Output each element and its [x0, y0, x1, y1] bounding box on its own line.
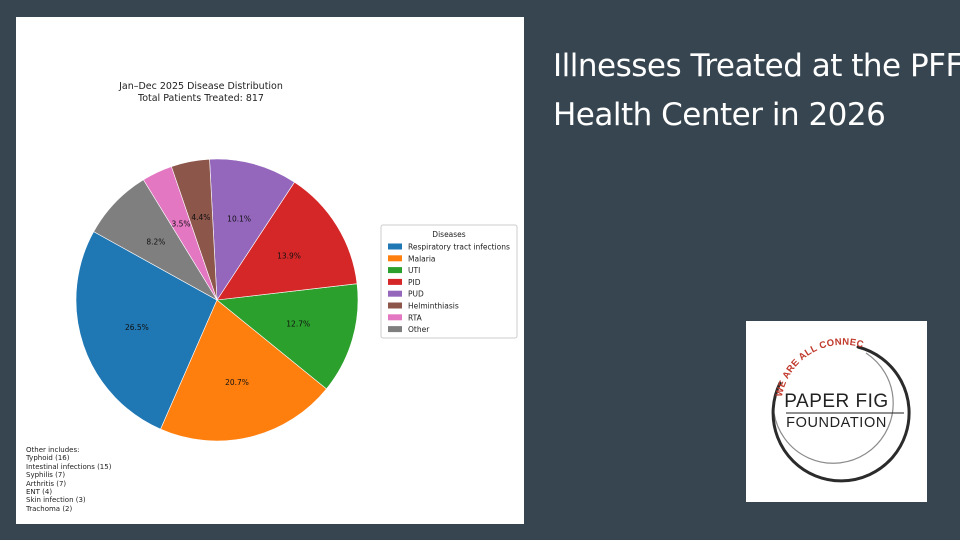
other-note-item: ENT (4): [26, 488, 53, 497]
pie-slice-label: 4.4%: [191, 213, 210, 222]
logo-brush-circle-inner: [773, 352, 894, 464]
logo-line-2: FOUNDATION: [786, 415, 887, 431]
pie-slice-label: 10.1%: [227, 214, 251, 223]
logo-arc-text: WE ARE ALL CONNECTED: [746, 321, 865, 398]
chart-subtitle: Total Patients Treated: 817: [137, 93, 264, 104]
pie-slice-label: 20.7%: [225, 378, 249, 387]
slide-title-line-2: Health Center in 2026: [553, 97, 886, 133]
other-note-item: Syphilis (7): [26, 471, 66, 480]
legend-swatch: [388, 314, 402, 321]
pie-slice-malaria: [160, 299, 327, 442]
legend-label: Malaria: [408, 254, 436, 263]
legend-swatch: [388, 326, 402, 333]
legend-title: Diseases: [432, 230, 465, 239]
other-note-item: Skin infection (3): [26, 496, 86, 505]
pie-slice-uti: [216, 283, 359, 390]
slide-title-line-1: Illnesses Treated at the PFF: [553, 48, 960, 84]
other-note-item: Intestinal infections (15): [26, 462, 112, 471]
pie-slice-label: 13.9%: [277, 252, 301, 261]
other-notes-heading: Other includes:: [26, 446, 80, 454]
pie-slice-respiratory-tract-infections: [75, 231, 218, 430]
other-notes: Other includes: Typhoid (16) Intestinal …: [26, 446, 111, 513]
other-note-item: Typhoid (16): [26, 454, 70, 463]
legend-swatch: [388, 255, 402, 262]
legend-swatch: [388, 290, 402, 297]
legend-label: Helminthiasis: [408, 302, 459, 311]
pie-slices: [75, 158, 359, 442]
logo-brush-circle: [771, 345, 911, 483]
pie-slice-label: 12.7%: [286, 320, 310, 329]
pie-slice-label: 3.5%: [171, 219, 190, 228]
legend-label: PID: [408, 278, 421, 287]
pie-slice-other: [93, 179, 218, 301]
chart-title: Jan–Dec 2025 Disease Distribution: [118, 81, 283, 92]
pie-slice-label: 26.5%: [125, 323, 149, 332]
chart-panel: Jan–Dec 2025 Disease Distribution Total …: [16, 17, 524, 524]
legend-label: UTI: [408, 266, 420, 275]
legend-label: PUD: [408, 290, 424, 299]
legend-label: Other: [408, 325, 430, 334]
pie-slice-label: 8.2%: [146, 238, 165, 247]
legend-swatch: [388, 267, 402, 274]
pie-chart: Jan–Dec 2025 Disease Distribution Total …: [75, 81, 518, 442]
legend-label: Respiratory tract infections: [408, 243, 510, 252]
other-note-item: Trachoma (2): [26, 504, 73, 513]
legend-label: RTA: [408, 313, 423, 322]
logo-line-1: PAPER FIG: [784, 391, 889, 412]
chart-legend: Diseases Respiratory tract infections Mal…: [380, 224, 518, 339]
slide-title: Illnesses Treated at the PFF Health Cent…: [553, 42, 960, 140]
other-note-item: Arthritis (7): [26, 479, 67, 488]
paper-fig-foundation-logo: WE ARE ALL CONNECTED PAPER FIG FOUNDATIO…: [746, 321, 927, 502]
pie-slice-pid: [216, 181, 358, 301]
legend-items: Respiratory tract infections Malaria UTI PI…: [388, 243, 510, 334]
logo-circle-icon: WE ARE ALL CONNECTED: [746, 321, 911, 483]
pie-labels: 26.5% 20.7% 12.7% 13.9% 10.1% 4.4%3.5% 8.2%: [125, 213, 310, 387]
pie-slice-pud: [209, 158, 295, 301]
legend-swatch: [388, 243, 402, 250]
legend-swatch: [388, 302, 402, 309]
legend-frame: [380, 224, 518, 339]
legend-swatch: [388, 278, 402, 285]
logo-arc-textpath: WE ARE ALL CONNECTED: [746, 321, 865, 398]
